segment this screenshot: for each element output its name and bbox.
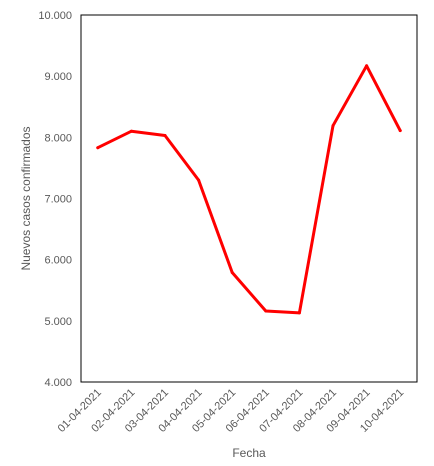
data-point	[297, 311, 301, 315]
y-tick-label: 6.000	[44, 255, 72, 267]
series-points	[96, 64, 402, 315]
data-point	[230, 271, 234, 275]
plot-area-frame	[80, 14, 418, 383]
data-point	[365, 64, 369, 68]
data-point	[398, 129, 402, 133]
y-tick-label: 8.000	[44, 132, 72, 144]
data-point	[163, 133, 167, 137]
data-point	[264, 309, 268, 313]
y-axis-title: Nuevos casos confirmados	[19, 126, 33, 270]
data-point	[331, 124, 335, 128]
x-axis-tick-labels: 01-04-202102-04-202103-04-202104-04-2021…	[56, 387, 407, 435]
y-tick-label: 7.000	[44, 194, 72, 206]
data-point	[129, 129, 133, 133]
y-tick-label: 4.000	[44, 377, 72, 389]
series-line	[96, 64, 402, 315]
data-point	[96, 146, 100, 150]
y-tick-label: 5.000	[44, 316, 72, 328]
data-point	[197, 178, 201, 182]
x-axis-title: Fecha	[232, 446, 266, 460]
y-axis-tick-labels: 4.000 5.000 6.000 7.000 8.000 9.000 10.000	[38, 10, 72, 389]
y-tick-label: 9.000	[44, 71, 72, 83]
y-tick-label: 10.000	[38, 10, 72, 22]
